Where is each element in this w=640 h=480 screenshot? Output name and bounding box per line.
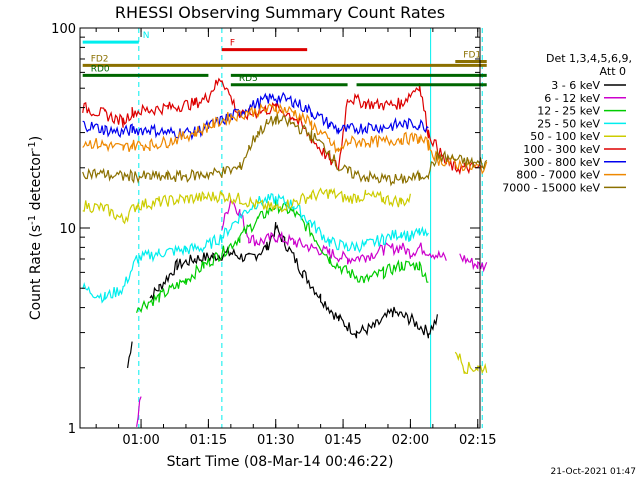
series-line-0 [127, 222, 438, 368]
series-line-7 [82, 102, 488, 175]
series-line-5 [82, 77, 483, 176]
series-line-1 [136, 198, 488, 427]
series-line-3 [82, 193, 429, 304]
series-line-8 [82, 113, 488, 187]
x-tick-label: 01:30 [257, 433, 294, 448]
legend-entry-label: 6 - 12 keV [544, 92, 600, 105]
legend-entry-label: 3 - 6 keV [551, 79, 600, 92]
legend-entry-label: 800 - 7000 keV [516, 169, 600, 182]
flag-label-fd2: FD2 [91, 54, 109, 64]
footer-date: 21-Oct-2021 01:47 [551, 467, 636, 477]
x-axis-label: Start Time (08-Mar-14 00:46:22) [167, 454, 394, 470]
x-tick-label: 01:15 [190, 433, 227, 448]
series-line-4 [82, 187, 488, 375]
legend-entry-label: 7000 - 15000 keV [502, 181, 600, 194]
x-tick-label: 01:45 [324, 433, 361, 448]
y-axis-label: Count Rate (s-1 detector-1) [27, 136, 44, 320]
chart-title: RHESSI Observing Summary Count Rates [115, 3, 445, 22]
x-tick-label: 02:00 [392, 433, 429, 448]
legend-entry-label: 25 - 50 keV [537, 117, 600, 130]
series-line-6 [82, 91, 429, 141]
legend-title-line2: Att 0 [600, 65, 626, 78]
flag-label-fd1: FD1 [463, 50, 481, 60]
y-tick-label: 10 [59, 222, 76, 237]
flag-label-f: F [230, 39, 235, 49]
y-tick-label: 1 [68, 422, 76, 437]
legend-entry-label: 12 - 25 keV [537, 105, 600, 118]
legend-entry-label: 300 - 800 keV [523, 156, 600, 169]
axes: 1 10 100 01:00 01:15 01:30 01:45 02:00 02:15 [51, 22, 496, 448]
x-tick-label: 01:00 [122, 433, 159, 448]
legend-title-line1: Det 1,3,4,5,6,9, [546, 52, 632, 65]
x-tick-label: 02:15 [459, 433, 496, 448]
series-line-2 [136, 199, 429, 314]
legend-entry-label: 50 - 100 keV [530, 130, 600, 143]
flag-label-n: N [143, 31, 150, 41]
flag-label-rd5: RD5 [239, 74, 258, 84]
flag-label-rd0: RD0 [91, 64, 110, 74]
y-tick-label: 100 [51, 22, 76, 37]
legend-entry-label: 100 - 300 keV [523, 143, 600, 156]
